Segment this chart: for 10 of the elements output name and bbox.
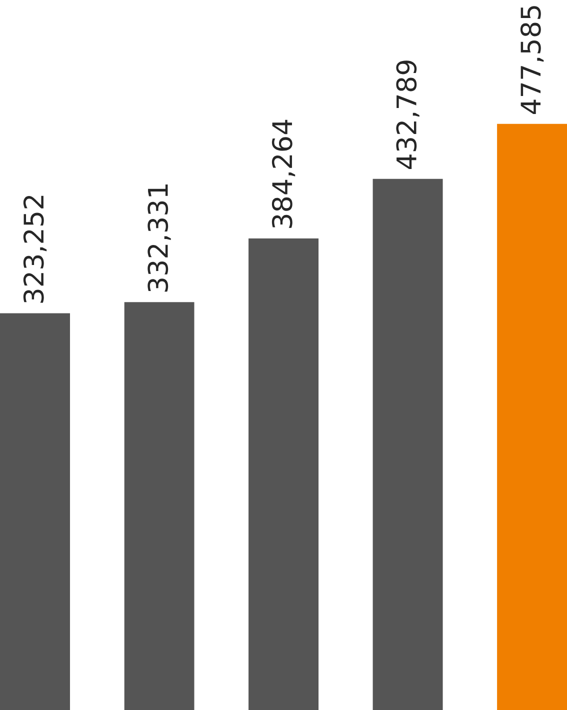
bar [0,313,70,710]
bar [497,124,567,710]
data-label: 332,331 [148,184,171,292]
data-label: 323,252 [23,196,47,303]
bar [372,178,443,710]
bar [124,302,194,710]
bar [248,238,318,710]
data-label: 432,789 [396,60,420,170]
data-label: 384,264 [272,120,296,228]
data-label: 477,585 [520,6,544,114]
